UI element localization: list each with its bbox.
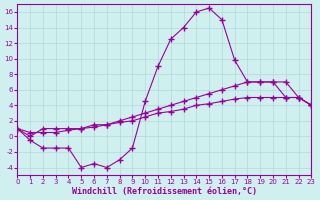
X-axis label: Windchill (Refroidissement éolien,°C): Windchill (Refroidissement éolien,°C)	[72, 187, 257, 196]
